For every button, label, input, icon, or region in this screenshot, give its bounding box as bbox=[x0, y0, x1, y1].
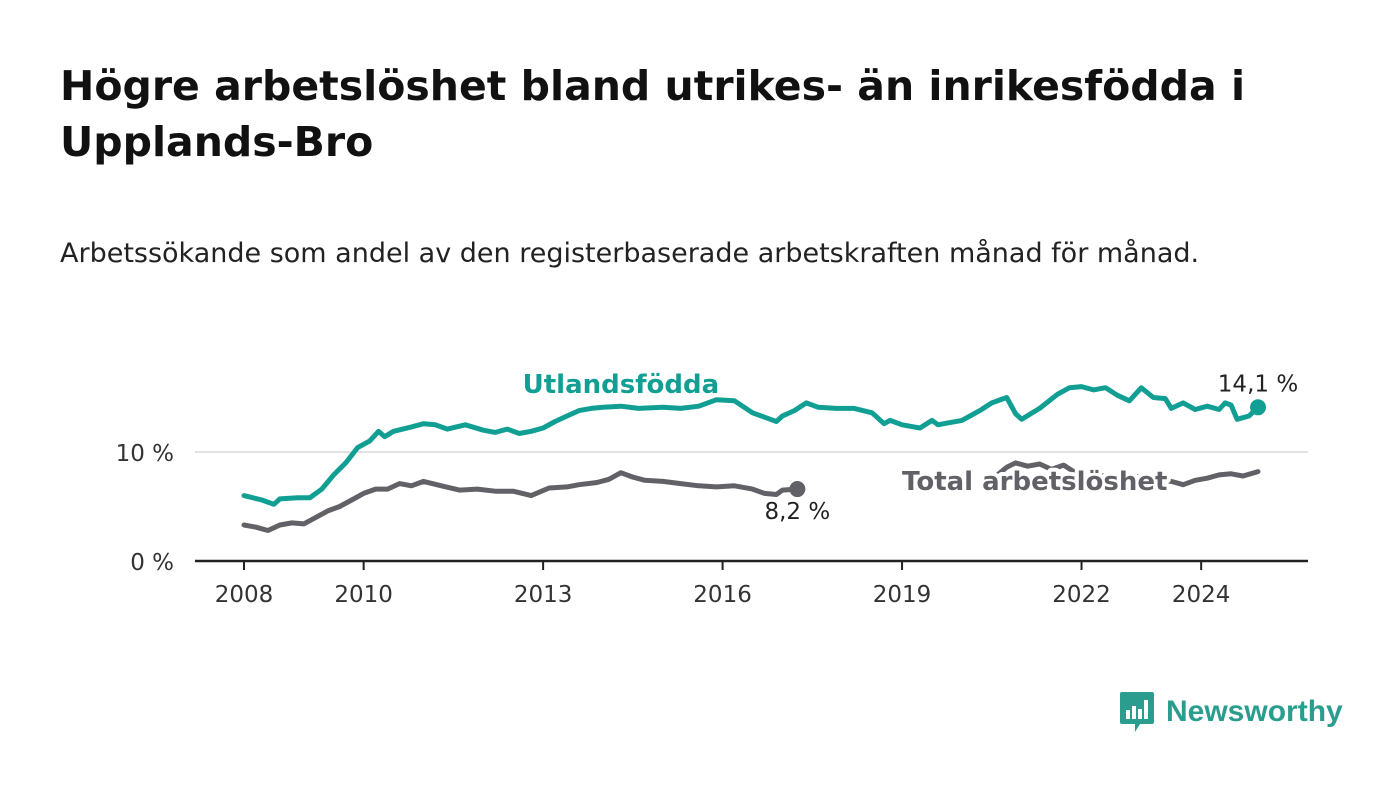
brand-footer: Newsworthy bbox=[1118, 690, 1343, 734]
newsworthy-logo-icon bbox=[1120, 692, 1154, 732]
y-tick-label: 10 % bbox=[116, 441, 174, 467]
y-axis-labels: 0 % 10 % bbox=[116, 441, 174, 576]
annotation-halo: Total arbetslöshet bbox=[902, 467, 1167, 497]
x-tick-label: 2013 bbox=[514, 582, 573, 608]
annotation-utlandsfodda: Utlandsfödda bbox=[523, 370, 720, 400]
annotation-total: Total arbetslöshet bbox=[902, 467, 1167, 497]
series-line-utlandsfodda bbox=[241, 384, 1261, 507]
y-tick-label: 0 % bbox=[130, 550, 174, 576]
series-end-label: 8,2 % bbox=[764, 499, 830, 525]
x-axis: 2008 2010 2013 2016 2019 2022 2024 bbox=[195, 559, 1308, 608]
x-tick-label: 2008 bbox=[215, 582, 274, 608]
series-line-total-2 bbox=[992, 460, 1261, 488]
chart-subtitle: Arbetssökande som andel av den registerb… bbox=[60, 238, 1200, 269]
series-lines bbox=[241, 384, 1266, 533]
series-line-total-1 bbox=[241, 470, 800, 533]
series-annotations: 14,1 %8,2 %UtlandsföddaUtlandsföddaTotal… bbox=[519, 366, 1299, 525]
brand-name: Newsworthy bbox=[1166, 695, 1343, 728]
annotation-halo: Utlandsfödda bbox=[523, 370, 720, 400]
x-tick-label: 2010 bbox=[334, 582, 393, 608]
chart-title: Högre arbetslöshet bland utrikes- än inr… bbox=[60, 62, 1245, 166]
series-end-point bbox=[789, 481, 806, 498]
x-tick-label: 2019 bbox=[873, 582, 932, 608]
x-tick-label: 2024 bbox=[1172, 582, 1231, 608]
series-end-label: 14,1 % bbox=[1218, 371, 1298, 397]
x-tick-label: 2022 bbox=[1052, 582, 1111, 608]
x-tick-label: 2016 bbox=[693, 582, 752, 608]
series-end-point bbox=[1250, 399, 1266, 416]
